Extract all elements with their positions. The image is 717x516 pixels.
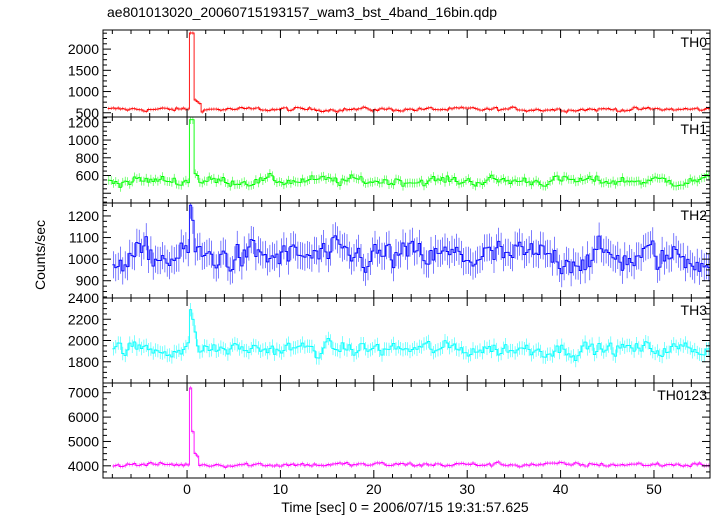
y-tick-label-th2: 1100 bbox=[69, 230, 99, 246]
x-tick-label: 20 bbox=[366, 481, 382, 497]
y-tick-label-th3: 2000 bbox=[68, 333, 99, 349]
y-tick-label-th1: 1200 bbox=[68, 114, 99, 130]
y-tick-label-th0123: 6000 bbox=[68, 409, 99, 425]
y-tick-label-th1: 800 bbox=[76, 150, 100, 166]
error-bars-th3 bbox=[113, 303, 710, 368]
series-th1 bbox=[107, 117, 710, 192]
panel-label-th0123: TH0123 bbox=[657, 387, 707, 403]
panel-label-th3: TH3 bbox=[681, 302, 708, 318]
panel-label-th1: TH1 bbox=[681, 121, 708, 137]
x-tick-label: 10 bbox=[273, 481, 289, 497]
series-th0123 bbox=[112, 385, 710, 470]
error-bars-th0123 bbox=[113, 385, 710, 470]
panel-th0: 500 1000 1500 2000 TH0 bbox=[68, 29, 711, 121]
light-curve-th1 bbox=[107, 119, 710, 188]
panel-label-th0: TH0 bbox=[681, 34, 708, 50]
panel-frame-th3 bbox=[102, 297, 711, 384]
y-tick-label-th2: 1000 bbox=[68, 251, 99, 267]
panel-frame-th0123 bbox=[102, 382, 711, 479]
x-tick-label: 0 bbox=[183, 481, 191, 497]
panels: 500 1000 1500 2000 TH0 600 800 1000 1200 TH1 900 10… bbox=[68, 29, 711, 479]
y-tick-label-th1: 1000 bbox=[68, 132, 99, 148]
series-th3 bbox=[112, 303, 710, 368]
y-tick-label-th0: 1500 bbox=[68, 62, 99, 78]
x-tick-label: 50 bbox=[646, 481, 662, 497]
light-curve-th0 bbox=[107, 32, 710, 113]
x-tick-labels: 0 10 20 30 40 50 bbox=[183, 481, 662, 497]
light-curve-th2 bbox=[112, 204, 710, 275]
y-tick-label-th3: 1800 bbox=[68, 354, 99, 370]
light-curve-th0123 bbox=[112, 387, 710, 468]
y-tick-label-th0123: 5000 bbox=[68, 433, 99, 449]
x-axis-label: Time [sec] 0 = 2006/07/15 19:31:57.625 bbox=[281, 499, 529, 515]
y-tick-label-th3: 2400 bbox=[68, 290, 99, 306]
panel-th2: 900 1000 1100 1200 TH2 bbox=[68, 202, 711, 299]
y-axis-label: Counts/sec bbox=[32, 220, 48, 290]
y-tick-label-th0123: 4000 bbox=[68, 458, 99, 474]
panel-label-th2: TH2 bbox=[681, 207, 708, 223]
panel-th3: 1800 2000 2200 2400 TH3 bbox=[68, 290, 711, 384]
y-tick-label-th3: 2200 bbox=[68, 311, 99, 327]
chart-title: ae801013020_20060715193157_wam3_bst_4ban… bbox=[107, 4, 497, 20]
y-tick-label-th0: 500 bbox=[76, 105, 100, 121]
y-tick-label-th1: 600 bbox=[76, 168, 100, 184]
series-th2 bbox=[112, 203, 710, 288]
x-tick-label: 40 bbox=[553, 481, 569, 497]
series-th0 bbox=[107, 31, 710, 114]
y-tick-label-th2: 1200 bbox=[68, 208, 99, 224]
panel-th0123: 4000 5000 6000 7000 TH0123 bbox=[68, 382, 711, 479]
y-tick-label-th2: 900 bbox=[76, 273, 100, 289]
y-tick-label-th0: 1000 bbox=[68, 84, 99, 100]
y-tick-label-th0123: 7000 bbox=[68, 385, 99, 401]
y-tick-label-th0: 2000 bbox=[68, 41, 99, 57]
light-curve-th3 bbox=[112, 309, 710, 362]
panel-th1: 600 800 1000 1200 TH1 bbox=[68, 114, 711, 204]
x-tick-label: 30 bbox=[459, 481, 475, 497]
